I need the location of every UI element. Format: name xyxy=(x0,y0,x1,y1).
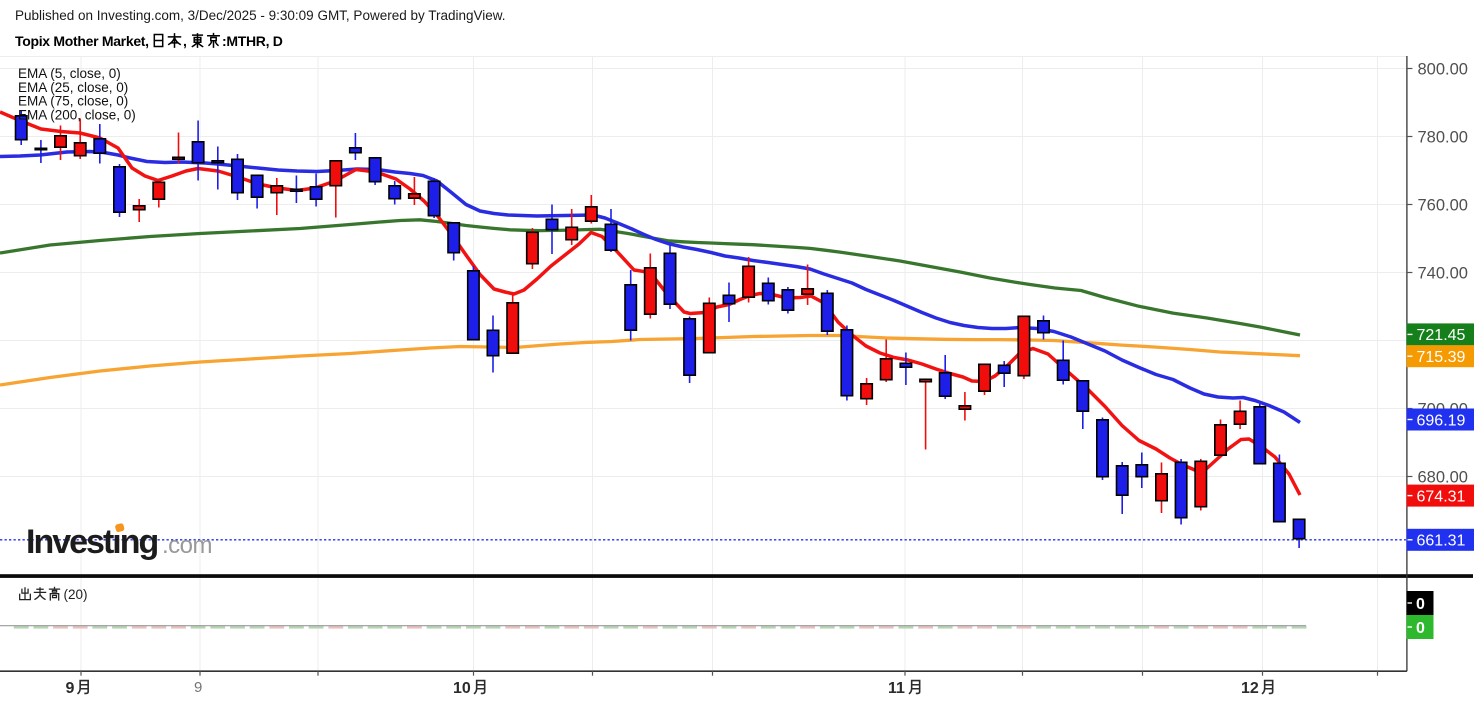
svg-text:11: 11 xyxy=(888,680,905,697)
svg-text:9: 9 xyxy=(194,679,202,696)
svg-text:,: , xyxy=(183,33,187,49)
svg-text:715.39: 715.39 xyxy=(1417,349,1466,366)
svg-text:Topix Mother Market,: Topix Mother Market, xyxy=(15,33,149,49)
svg-text:12: 12 xyxy=(1241,680,1259,697)
svg-text:661.31: 661.31 xyxy=(1417,533,1466,550)
svg-text:Published on Investing.com, 3/: Published on Investing.com, 3/Dec/2025 -… xyxy=(15,8,506,23)
svg-text::MTHR, D: :MTHR, D xyxy=(222,33,283,49)
svg-text:780.00: 780.00 xyxy=(1418,129,1468,147)
svg-text:9: 9 xyxy=(66,680,75,697)
svg-text:(20): (20) xyxy=(64,587,88,602)
svg-text:680.00: 680.00 xyxy=(1418,469,1468,487)
svg-text:0: 0 xyxy=(1416,620,1425,637)
svg-text:EMA (200, close, 0): EMA (200, close, 0) xyxy=(18,107,136,122)
svg-text:696.19: 696.19 xyxy=(1417,412,1466,429)
svg-text:Investing: Investing xyxy=(26,523,157,561)
svg-text:.com: .com xyxy=(162,532,212,559)
svg-text:EMA (25, close, 0): EMA (25, close, 0) xyxy=(18,80,128,95)
svg-text:800.00: 800.00 xyxy=(1418,61,1468,79)
svg-text:721.45: 721.45 xyxy=(1417,327,1466,344)
svg-text:EMA (5, close, 0): EMA (5, close, 0) xyxy=(18,66,121,81)
svg-text:0: 0 xyxy=(1416,596,1425,613)
svg-text:EMA (75, close, 0): EMA (75, close, 0) xyxy=(18,94,128,109)
svg-text:10: 10 xyxy=(453,680,471,697)
svg-text:740.00: 740.00 xyxy=(1418,265,1468,283)
svg-text:760.00: 760.00 xyxy=(1418,197,1468,215)
svg-text:674.31: 674.31 xyxy=(1417,488,1466,505)
